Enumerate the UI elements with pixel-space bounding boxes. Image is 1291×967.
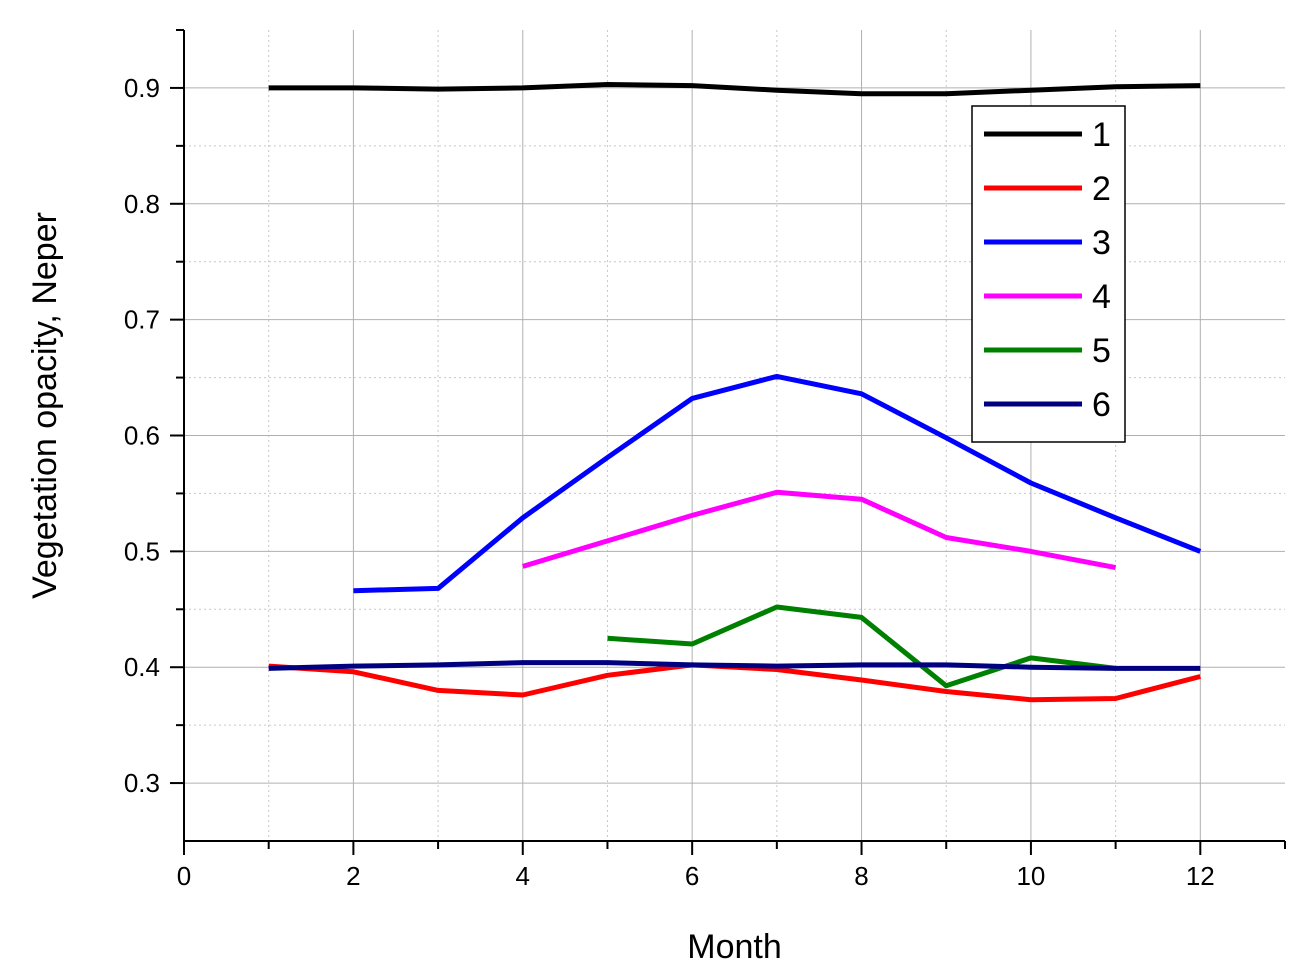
y-tick-label: 0.7 [124, 305, 160, 335]
series-lines [268, 82, 1202, 703]
x-tick-label: 12 [1186, 861, 1215, 891]
legend-label-4: 4 [1092, 278, 1111, 316]
y-tick-label: 0.9 [124, 73, 160, 103]
series-line-1 [268, 82, 1201, 97]
y-tick-label: 0.5 [124, 536, 160, 566]
legend-box [971, 105, 1126, 443]
series-line-6 [268, 660, 1201, 671]
y-tick-label: 0.8 [124, 189, 160, 219]
x-tick-label: 2 [346, 861, 360, 891]
legend-label-3: 3 [1092, 224, 1111, 262]
series-line-3 [353, 373, 1202, 594]
legend-label-5: 5 [1092, 332, 1111, 370]
y-tick-label: 0.6 [124, 421, 160, 451]
x-tick-label: 4 [516, 861, 530, 891]
series-line-4 [522, 489, 1117, 571]
x-axis-title: Month [687, 928, 782, 966]
x-tick-label: 0 [177, 861, 191, 891]
legend-label-2: 2 [1092, 170, 1111, 208]
x-tick-label: 6 [685, 861, 699, 891]
x-tick-label: 10 [1016, 861, 1045, 891]
series-line-5 [607, 604, 1116, 689]
y-axis-title: Vegetation opacity, Neper [26, 212, 64, 599]
legend-label-6: 6 [1092, 386, 1111, 424]
y-tick-label: 0.3 [124, 768, 160, 798]
y-tick-label: 0.4 [124, 652, 160, 682]
legend-label-1: 1 [1092, 116, 1111, 154]
x-tick-label: 8 [854, 861, 868, 891]
legend: 1 2 3 4 5 6 [971, 105, 1126, 443]
axes: 0 2 4 6 8 10 120.30.40.50.60.70.80.9 [124, 29, 1286, 891]
